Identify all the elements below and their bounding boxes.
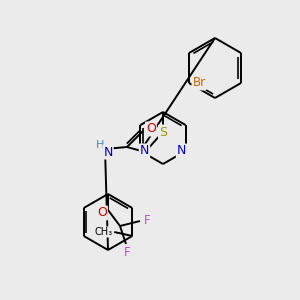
Text: F: F — [124, 245, 130, 259]
Text: O: O — [97, 206, 107, 220]
Text: O: O — [146, 122, 156, 136]
Text: Br: Br — [193, 76, 206, 89]
Text: H: H — [96, 140, 104, 150]
Text: S: S — [159, 125, 167, 139]
Text: F: F — [144, 214, 150, 227]
Text: CH₃: CH₃ — [94, 227, 112, 237]
Text: N: N — [177, 145, 186, 158]
Text: N: N — [103, 146, 113, 158]
Text: N: N — [140, 145, 149, 158]
